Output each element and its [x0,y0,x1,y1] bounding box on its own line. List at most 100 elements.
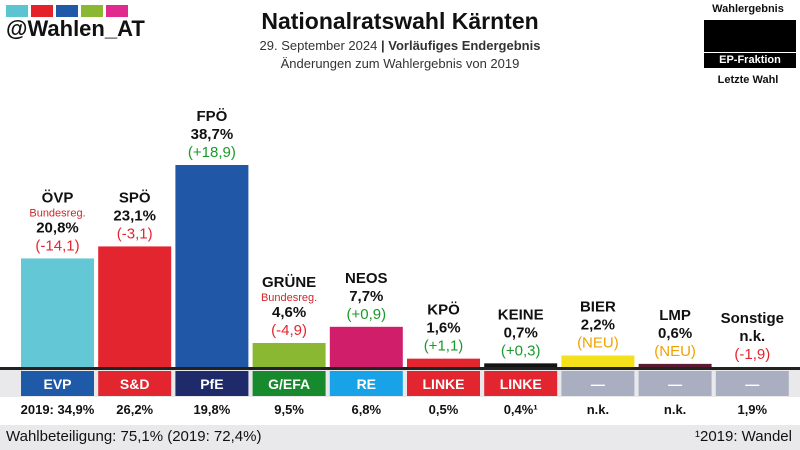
prev-result-label: n.k. [664,402,686,417]
prev-result-label: 26,2% [116,402,153,417]
party-group: (-14,1)20,8%Bundesreg.ÖVP EVP 2019: 34,9% [21,189,95,417]
party-group: (+0,9)7,7%NEOS RE 6,8% [329,270,403,417]
legend-swatch [704,20,796,68]
fraktion-label: G/EFA [268,376,310,392]
party-group: (-1,9)n.k.Sonstige — 1,9% [715,310,789,417]
fraktion-box [98,371,172,396]
fraktion-box [484,371,558,396]
fraktion-label: S&D [120,376,150,392]
change-label: (+0,9) [346,306,386,323]
value-label: n.k. [739,328,765,345]
bar [407,358,480,367]
fraktion-label: — [668,376,682,392]
bar [484,363,558,367]
prev-result-label: 1,9% [737,402,767,417]
fraktion-box [21,371,94,396]
fraktion-label: EVP [43,376,71,392]
logo-square [56,5,78,17]
party-name: KEINE [498,306,544,323]
turnout-text: Wahlbeteiligung: 75,1% (2019: 72,4%) [6,428,262,445]
party-group: (NEU)2,2%BIER — n.k. [561,299,635,417]
value-label: 20,8% [36,219,79,236]
value-label: 0,7% [504,324,538,341]
bar [329,326,403,367]
value-label: 4,6% [272,304,306,321]
legend-result-label: Wahlergebnis [712,3,784,15]
bar [175,165,249,367]
logo-square [31,5,53,17]
party-group: (+0,3)0,7%KEINE LINKE 0,4%¹ [484,306,558,417]
fraktion-box [715,371,789,396]
party-name: FPÖ [196,108,227,125]
fraktion-box [329,371,403,396]
change-label: (NEU) [654,343,696,360]
party-name: SPÖ [119,189,151,206]
result-status: Vorläufiges Endergebnis [388,38,541,53]
fraktion-box [252,371,326,396]
prev-result-label: 2019: 34,9% [21,402,95,417]
fraktion-box [175,371,249,396]
change-label: (-3,1) [117,225,153,242]
change-label: (-14,1) [35,237,79,254]
party-group: (-3,1)23,1%SPÖ S&D 26,2% [98,189,172,417]
bar [638,363,712,367]
note-label: Bundesreg. [29,207,85,219]
bar [98,246,172,367]
logo-square [6,5,28,17]
change-label: (-4,9) [271,322,307,339]
chart-title: Nationalratswahl Kärnten [261,8,539,34]
footnote-text: ¹2019: Wandel [694,428,792,445]
fraktion-label: — [745,376,759,392]
change-label: (+18,9) [188,144,236,161]
prev-result-label: 9,5% [274,402,304,417]
party-name: LMP [659,307,691,324]
fraktion-label: LINKE [423,376,465,392]
change-label: (NEU) [577,335,619,352]
change-label: (+1,1) [424,338,464,355]
value-label: 2,2% [581,317,615,334]
prev-result-label: n.k. [587,402,609,417]
value-label: 7,7% [349,288,383,305]
bar [252,342,326,367]
value-label: 0,6% [658,325,692,342]
value-label: 38,7% [191,126,234,143]
note-label: Bundesreg. [261,292,317,304]
fraktion-label: PfE [200,376,223,392]
party-name: GRÜNE [262,274,316,291]
fraktion-box [407,371,480,396]
change-label: (+0,3) [501,342,541,359]
party-group: (+1,1)1,6%KPÖ LINKE 0,5% [407,302,480,417]
fraktion-box [638,371,712,396]
legend-last-election-label: Letzte Wahl [717,74,779,86]
logo-square [106,5,128,17]
party-name: NEOS [345,270,388,287]
prev-result-label: 0,5% [429,402,459,417]
bar [21,258,94,367]
logo-square [81,5,103,17]
prev-result-label: 0,4%¹ [504,402,538,417]
party-group: (NEU)0,6%LMP — n.k. [638,307,712,417]
footer-bar [0,425,800,450]
chart-subtitle: 29. September 2024 | Vorläufiges Enderge… [0,38,800,53]
value-label: 23,1% [113,207,156,224]
bar [561,355,635,367]
party-group: (-4,9)4,6%Bundesreg.GRÜNE G/EFA 9,5% [252,274,326,417]
party-group: (+18,9)38,7%FPÖ PfE 19,8% [175,108,249,417]
fraktion-label: RE [357,376,376,392]
prev-result-label: 6,8% [351,402,381,417]
value-label: 1,6% [426,320,460,337]
changes-note: Änderungen zum Wahlergebnis von 2019 [280,56,520,71]
election-date: 29. September 2024 [259,38,378,53]
baseline [0,367,800,370]
legend-fraktion-label: EP-Fraktion [704,52,796,68]
prev-result-label: 19,8% [193,402,230,417]
change-label: (-1,9) [734,346,770,363]
party-name: ÖVP [42,189,74,206]
fraktion-box [561,371,635,396]
fraktion-label: LINKE [500,376,542,392]
brand-logo-squares [6,5,128,17]
fraktion-label: — [591,376,605,392]
party-name: Sonstige [721,310,784,327]
party-name: KPÖ [427,302,460,319]
